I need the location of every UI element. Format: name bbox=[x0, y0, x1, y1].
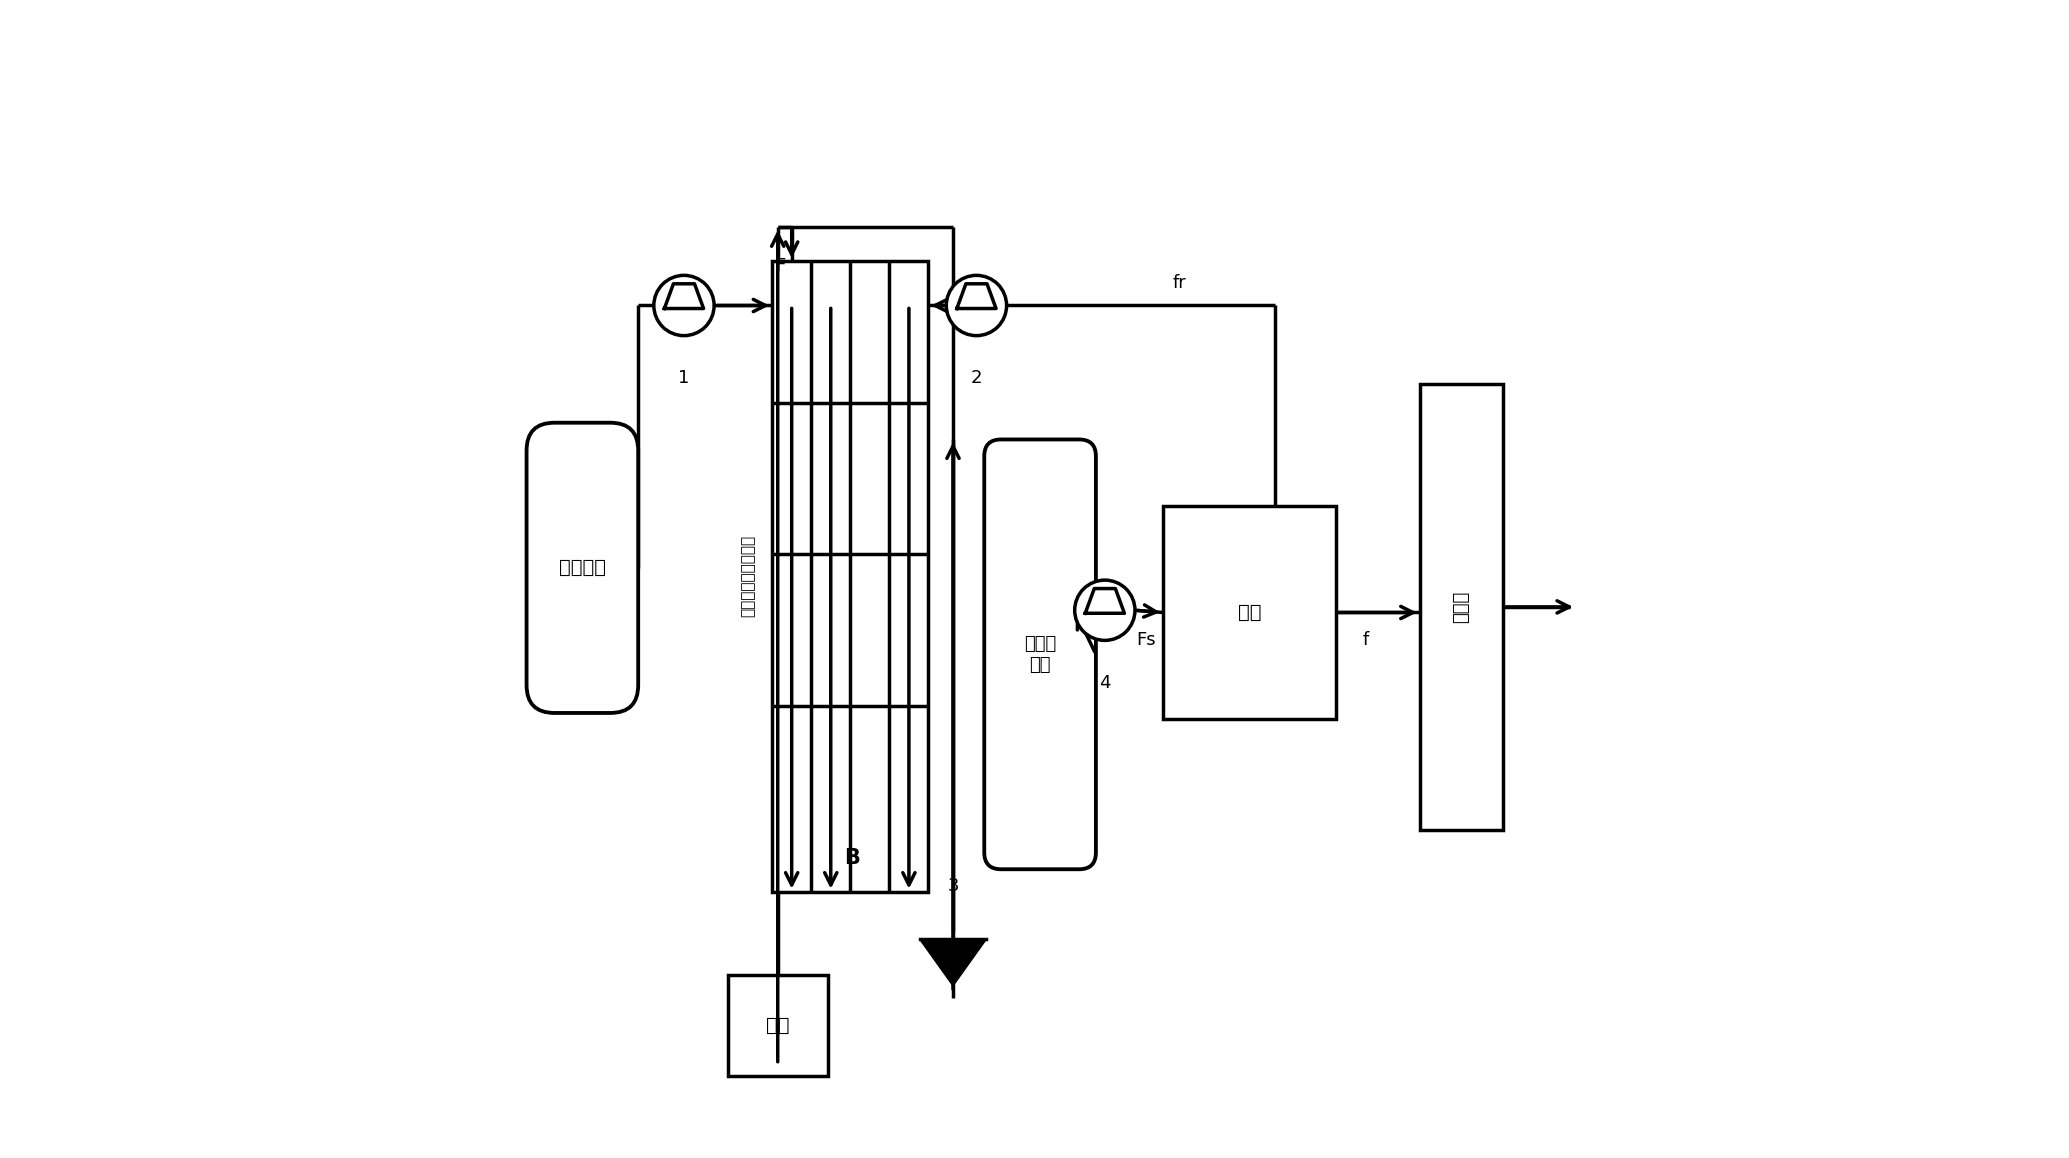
Text: 超滤: 超滤 bbox=[1237, 603, 1262, 622]
Text: 1: 1 bbox=[679, 369, 689, 387]
Text: fr: fr bbox=[1173, 274, 1186, 292]
Bar bbox=[1419, 383, 1504, 830]
Circle shape bbox=[654, 276, 714, 336]
Text: 2: 2 bbox=[970, 369, 983, 387]
Text: 生物膜柱式反应装置: 生物膜柱式反应装置 bbox=[741, 535, 755, 617]
Bar bbox=[1163, 506, 1337, 719]
Text: 原料储罐: 原料储罐 bbox=[559, 558, 606, 578]
Text: 4: 4 bbox=[1099, 674, 1111, 691]
Polygon shape bbox=[956, 284, 995, 308]
Polygon shape bbox=[664, 284, 703, 308]
Text: B: B bbox=[844, 848, 861, 868]
Text: 电渗析: 电渗析 bbox=[1452, 591, 1471, 623]
Circle shape bbox=[946, 276, 1008, 336]
Text: f: f bbox=[1363, 631, 1370, 650]
Text: 氨水: 氨水 bbox=[766, 1016, 790, 1035]
Bar bbox=[728, 975, 828, 1076]
Circle shape bbox=[1074, 580, 1136, 640]
Text: Fs: Fs bbox=[1136, 631, 1157, 650]
FancyBboxPatch shape bbox=[528, 423, 637, 713]
Bar bbox=[772, 261, 929, 892]
Text: F: F bbox=[776, 257, 784, 276]
Polygon shape bbox=[1086, 588, 1123, 614]
Text: 发酵液
储罐: 发酵液 储罐 bbox=[1024, 635, 1055, 674]
FancyBboxPatch shape bbox=[985, 439, 1097, 870]
Text: 3: 3 bbox=[948, 877, 958, 895]
Polygon shape bbox=[919, 939, 987, 985]
